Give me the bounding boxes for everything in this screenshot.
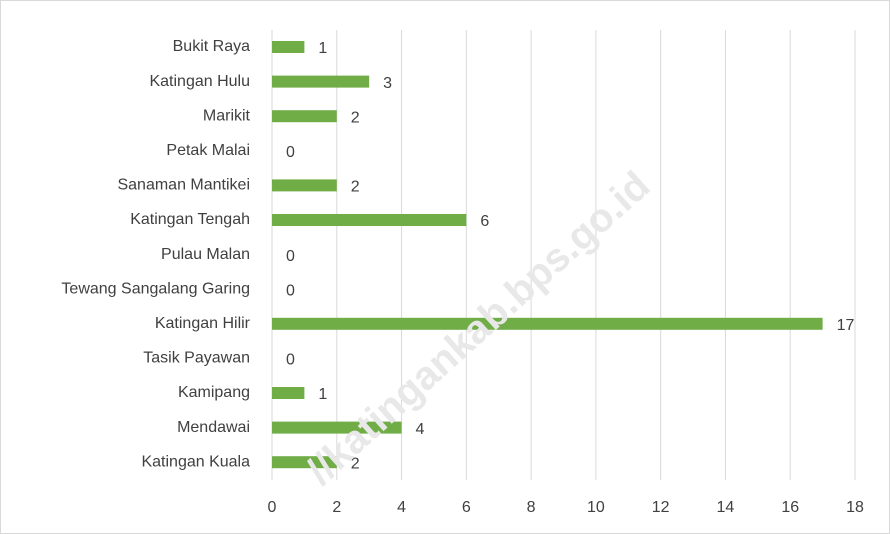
y-tick-label: Pulau Malan [161, 246, 250, 263]
bar [272, 179, 337, 192]
x-tick-label: 2 [332, 499, 341, 516]
x-tick-label: 6 [462, 499, 471, 516]
data-label: 17 [837, 317, 855, 334]
y-tick-label: Katingan Hulu [149, 73, 250, 90]
x-tick-label: 0 [268, 499, 277, 516]
y-tick-label: Tewang Sangalang Garing [61, 280, 250, 297]
y-tick-label: Tasik Payawan [143, 350, 250, 367]
data-label: 4 [416, 421, 425, 438]
y-tick-label: Sanaman Mantikei [117, 177, 250, 194]
data-label: 1 [318, 40, 327, 57]
x-tick-label: 18 [846, 499, 864, 516]
data-label: 0 [286, 282, 295, 299]
y-tick-label: Kamipang [178, 384, 250, 401]
x-tick-label: 10 [587, 499, 605, 516]
y-tick-label: Bukit Raya [173, 38, 250, 55]
data-label: 2 [351, 109, 360, 126]
bar [272, 317, 823, 330]
data-label: 0 [286, 144, 295, 161]
x-tick-label: 8 [527, 499, 536, 516]
data-label: 1 [318, 386, 327, 403]
bar [272, 214, 467, 226]
y-tick-label: Katingan Kuala [141, 453, 250, 470]
data-label: 0 [286, 352, 295, 369]
x-tick-label: 4 [397, 499, 406, 516]
data-label: 3 [383, 75, 392, 92]
bar [272, 421, 402, 434]
bar [272, 110, 337, 123]
y-tick-label: Petak Malai [166, 142, 250, 159]
bar [272, 456, 337, 469]
y-tick-label: Mendawai [177, 419, 250, 436]
data-label: 2 [351, 179, 360, 196]
data-label: 6 [480, 213, 489, 230]
x-tick-label: 12 [652, 499, 670, 516]
data-label: 0 [286, 248, 295, 265]
y-tick-label: Katingan Hilir [155, 315, 251, 332]
x-tick-label: 14 [717, 499, 735, 516]
x-tick-label: 16 [781, 499, 799, 516]
bar [272, 41, 305, 53]
y-tick-label: Marikit [203, 107, 251, 124]
bar [272, 75, 370, 88]
data-label: 2 [351, 455, 360, 472]
y-tick-label: Katingan Tengah [130, 211, 250, 228]
bar [272, 387, 305, 399]
